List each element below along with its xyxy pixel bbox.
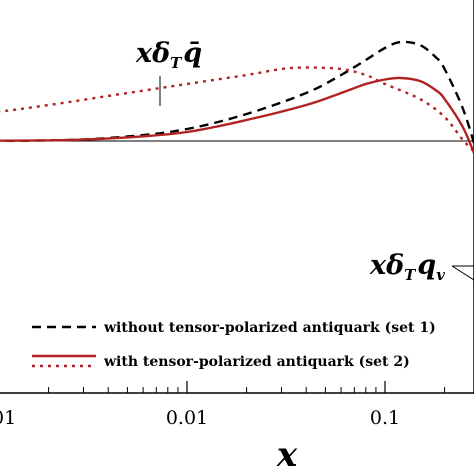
x-tick-label: 0.01 <box>166 407 208 429</box>
series-layer <box>0 40 474 157</box>
series-line-set2_valence <box>0 76 474 157</box>
annotation-valence: xδTqv <box>369 250 474 284</box>
annotation-valence-label: xδTqv <box>369 250 445 284</box>
plot-frame <box>0 0 474 394</box>
series-line-set2_antiquark <box>0 66 474 153</box>
annotation-valence-pointer-diag <box>451 265 474 281</box>
legend-label-set1: without tensor-polarized antiquark (set … <box>103 320 436 336</box>
annotation-antiquark-label: xδTq̄ <box>135 38 202 72</box>
legend: without tensor-polarized antiquark (set … <box>32 320 436 370</box>
x-tick-label: 0.1 <box>370 407 400 429</box>
x-axis-label: x <box>276 435 298 474</box>
annotation-antiquark: xδTq̄ <box>135 38 202 106</box>
x-axis-ticks: 0.001 0.01 0.1 <box>0 381 446 429</box>
legend-label-set2: with tensor-polarized antiquark (set 2) <box>103 354 410 370</box>
x-tick-label: 0.001 <box>0 407 16 429</box>
